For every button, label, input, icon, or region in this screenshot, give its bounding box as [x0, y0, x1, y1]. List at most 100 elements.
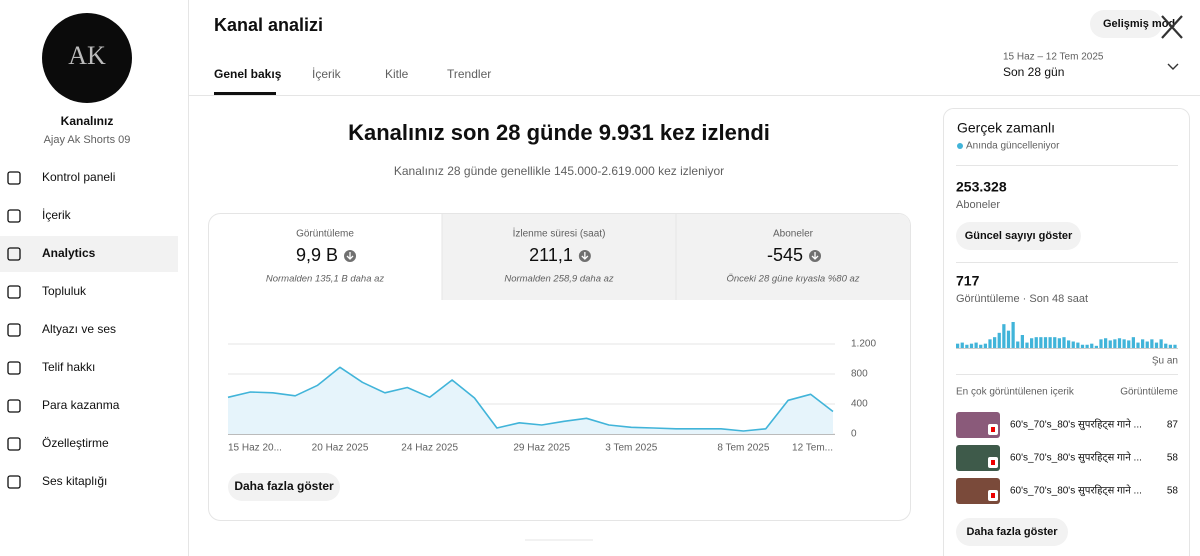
trend-arrow: [581, 252, 589, 260]
y-tick-label: 1.200: [851, 339, 876, 350]
nav-item[interactable]: Telif hakkı: [42, 360, 95, 374]
y-tick-label: 0: [851, 429, 857, 440]
realtime-bar: [1154, 342, 1159, 348]
realtime-subtitle: Anında güncelleniyor: [966, 141, 1060, 152]
subheadline: Kanalınız 28 günde genellikle 145.000-2.…: [394, 164, 724, 178]
nav-item[interactable]: Özelleştirme: [42, 436, 109, 450]
realtime-bar: [965, 344, 969, 348]
realtime-bar: [960, 342, 964, 348]
realtime-bar: [1016, 341, 1020, 348]
nav-item[interactable]: İçerik: [42, 208, 72, 222]
realtime-bar: [956, 343, 960, 348]
tab[interactable]: Trendler: [447, 67, 491, 81]
realtime-bar: [1053, 337, 1057, 348]
subscriber-count: 253.328: [956, 179, 1007, 195]
area: [228, 367, 833, 434]
shorts-badge-mark: [991, 460, 995, 465]
tab[interactable]: Genel bakış: [214, 67, 282, 81]
realtime-bar: [1062, 337, 1066, 348]
trend-arrow: [811, 252, 819, 260]
nav-item[interactable]: Analytics: [42, 246, 96, 260]
avatar[interactable]: [42, 13, 132, 103]
realtime-bar: [1034, 337, 1038, 348]
realtime-bar: [1159, 339, 1163, 348]
content-title[interactable]: 60's_70's_80's सुपरहिट्स गाने ...: [1010, 419, 1142, 431]
metric-note: Önceki 28 güne kıyasla %80 az: [726, 274, 859, 285]
nav-item[interactable]: Topluluk: [42, 284, 87, 298]
x-tick-label: 24 Haz 2025: [401, 443, 458, 454]
x-tick-label: 3 Tem 2025: [605, 443, 658, 454]
period-dropdown[interactable]: [1167, 63, 1179, 70]
realtime-bar: [1150, 339, 1154, 348]
channel-title: Kanalınız: [61, 114, 114, 128]
nav-item[interactable]: Kontrol paneli: [42, 170, 115, 184]
more-button[interactable]: [228, 473, 340, 501]
realtime-more-button-label: Daha fazla göster: [966, 526, 1058, 538]
more-button-label: Daha fazla göster: [234, 479, 334, 493]
content-views: 58: [1167, 486, 1179, 497]
realtime-bar: [1043, 337, 1048, 348]
views-count: 717: [956, 273, 980, 289]
nav-icon: [7, 475, 21, 489]
tabs: Genel bakış İçerik Kitle Trendler: [214, 67, 491, 81]
tab[interactable]: Kitle: [385, 67, 409, 81]
metric-note: Normalden 258,9 daha az: [504, 274, 614, 285]
metric-label: İzlenme süresi (saat): [513, 227, 606, 240]
realtime-bar: [983, 343, 987, 348]
realtime-more-button[interactable]: [956, 518, 1068, 546]
bars-end-label: Şu an: [1152, 356, 1178, 367]
shorts-badge-mark: [991, 427, 995, 432]
realtime-bar: [1117, 338, 1122, 348]
realtime-bar: [1080, 344, 1085, 348]
nav-icon: [7, 323, 21, 337]
subscriber-button[interactable]: [956, 222, 1081, 250]
realtime-bar: [1071, 341, 1075, 348]
top-content-views-header: Görüntüleme: [1120, 387, 1178, 398]
nav-icon: [7, 285, 21, 299]
views-label: Görüntüleme · Son 48 saat: [956, 293, 1088, 305]
metric-value: 9,9 B: [296, 245, 338, 265]
top-content-list: 60's_70's_80's सुपरहिट्स गाने ... 87 60's_…: [956, 412, 1178, 504]
content-title[interactable]: 60's_70's_80's सुपरहिट्स गाने ...: [1010, 485, 1142, 497]
realtime-bar: [1048, 337, 1052, 348]
nav-active-bg: [0, 236, 178, 272]
subscriber-label: Aboneler: [956, 199, 1000, 211]
x-tick-label: 12 Tem...: [792, 443, 833, 454]
shorts-badge-mark: [991, 493, 995, 498]
line-chart: 0 400 800 1.200 15 Haz 20... 20 Haz 2025 24 Ha…: [227, 339, 876, 454]
nav-icon: [7, 361, 21, 375]
realtime-bar: [1076, 342, 1080, 348]
realtime-bar: [1006, 330, 1011, 348]
y-tick-label: 400: [851, 399, 868, 410]
realtime-bar: [1108, 340, 1112, 348]
realtime-bar: [979, 344, 983, 348]
realtime-bar: [1085, 344, 1089, 348]
advanced-button[interactable]: [1090, 10, 1162, 38]
nav-icon: [7, 399, 21, 413]
realtime-bar: [1025, 342, 1029, 348]
nav-item[interactable]: Para kazanma: [42, 398, 120, 412]
realtime-bar: [1122, 339, 1126, 348]
metric-note: Normalden 135,1 B daha az: [266, 274, 385, 285]
realtime-bar: [1099, 339, 1103, 348]
tab[interactable]: İçerik: [312, 67, 342, 81]
realtime-bar: [1131, 337, 1135, 348]
realtime-bar: [1145, 341, 1149, 348]
y-tick-label: 800: [851, 369, 868, 380]
close-icon[interactable]: [1161, 15, 1183, 39]
x-tick-label: 8 Tem 2025: [717, 443, 770, 454]
realtime-bar: [1104, 338, 1108, 348]
content-title[interactable]: 60's_70's_80's सुपरहिट्स गाने ...: [1010, 452, 1142, 464]
date-range: 15 Haz – 12 Tem 2025: [1003, 52, 1104, 63]
realtime-bar: [1141, 339, 1145, 348]
nav-item[interactable]: Ses kitaplığı: [42, 474, 107, 488]
realtime-bar: [1173, 344, 1177, 348]
realtime-bar: [969, 343, 974, 348]
nav-icon: [7, 171, 21, 185]
realtime-bar: [1127, 340, 1131, 348]
realtime-bar: [1002, 324, 1006, 348]
line: [227, 366, 834, 432]
metric-value: -545: [767, 245, 803, 265]
metric-value: 211,1: [529, 245, 573, 265]
nav-item[interactable]: Altyazı ve ses: [42, 322, 116, 336]
